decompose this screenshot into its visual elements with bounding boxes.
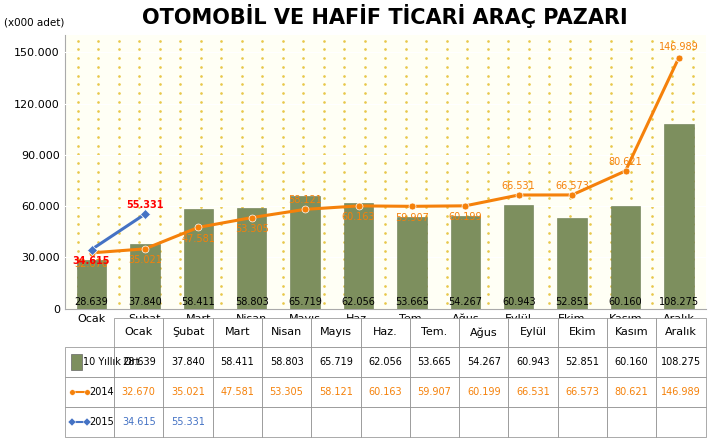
Text: 58.411: 58.411	[181, 297, 215, 306]
Bar	[451, 216, 480, 309]
Title: OTOMOBİL VE HAFİF TİCARİ ARAÇ PAZARI: OTOMOBİL VE HAFİF TİCARİ ARAÇ PAZARI	[143, 4, 628, 28]
Bar	[130, 244, 160, 309]
Bar	[184, 209, 213, 309]
Bar	[397, 217, 426, 309]
Bar	[504, 205, 534, 309]
Bar	[77, 260, 106, 309]
Text: 34.615: 34.615	[73, 256, 110, 266]
Text: 55.331: 55.331	[126, 200, 163, 210]
Text: 60.163: 60.163	[342, 213, 375, 222]
Text: 10 Yıllık Ort.: 10 Yıllık Ort.	[83, 357, 143, 367]
Text: 108.275: 108.275	[659, 297, 699, 306]
Text: 60.160: 60.160	[608, 297, 642, 306]
Text: 66.531: 66.531	[502, 181, 536, 191]
Text: 32.670: 32.670	[75, 259, 109, 269]
Text: 53.305: 53.305	[235, 224, 269, 234]
Text: 60.943: 60.943	[502, 297, 536, 306]
Text: 52.851: 52.851	[555, 297, 589, 306]
Text: 59.907: 59.907	[395, 213, 429, 223]
Text: 2014: 2014	[89, 387, 114, 397]
Text: 28.639: 28.639	[75, 297, 109, 306]
Text: 60.199: 60.199	[449, 212, 482, 222]
Bar	[71, 354, 81, 370]
Text: 58.803: 58.803	[235, 297, 269, 306]
Text: 37.840: 37.840	[128, 297, 162, 306]
Text: 47.581: 47.581	[181, 234, 215, 244]
Text: 62.056: 62.056	[341, 297, 375, 306]
Text: 58.121: 58.121	[288, 195, 322, 205]
Bar	[344, 203, 373, 309]
Bar	[665, 123, 693, 309]
Text: 35.021: 35.021	[128, 255, 162, 265]
Bar	[290, 196, 320, 309]
Text: (x000 adet): (x000 adet)	[4, 18, 64, 28]
Text: 53.665: 53.665	[395, 297, 429, 306]
Text: 54.267: 54.267	[449, 297, 482, 306]
Text: 80.621: 80.621	[608, 157, 642, 167]
Text: 2015: 2015	[89, 417, 114, 427]
Text: 65.719: 65.719	[288, 297, 322, 306]
Bar	[237, 208, 266, 309]
Bar	[611, 206, 640, 309]
Text: 146.989: 146.989	[659, 42, 699, 52]
Bar	[557, 218, 587, 309]
Text: 66.573: 66.573	[555, 181, 589, 191]
